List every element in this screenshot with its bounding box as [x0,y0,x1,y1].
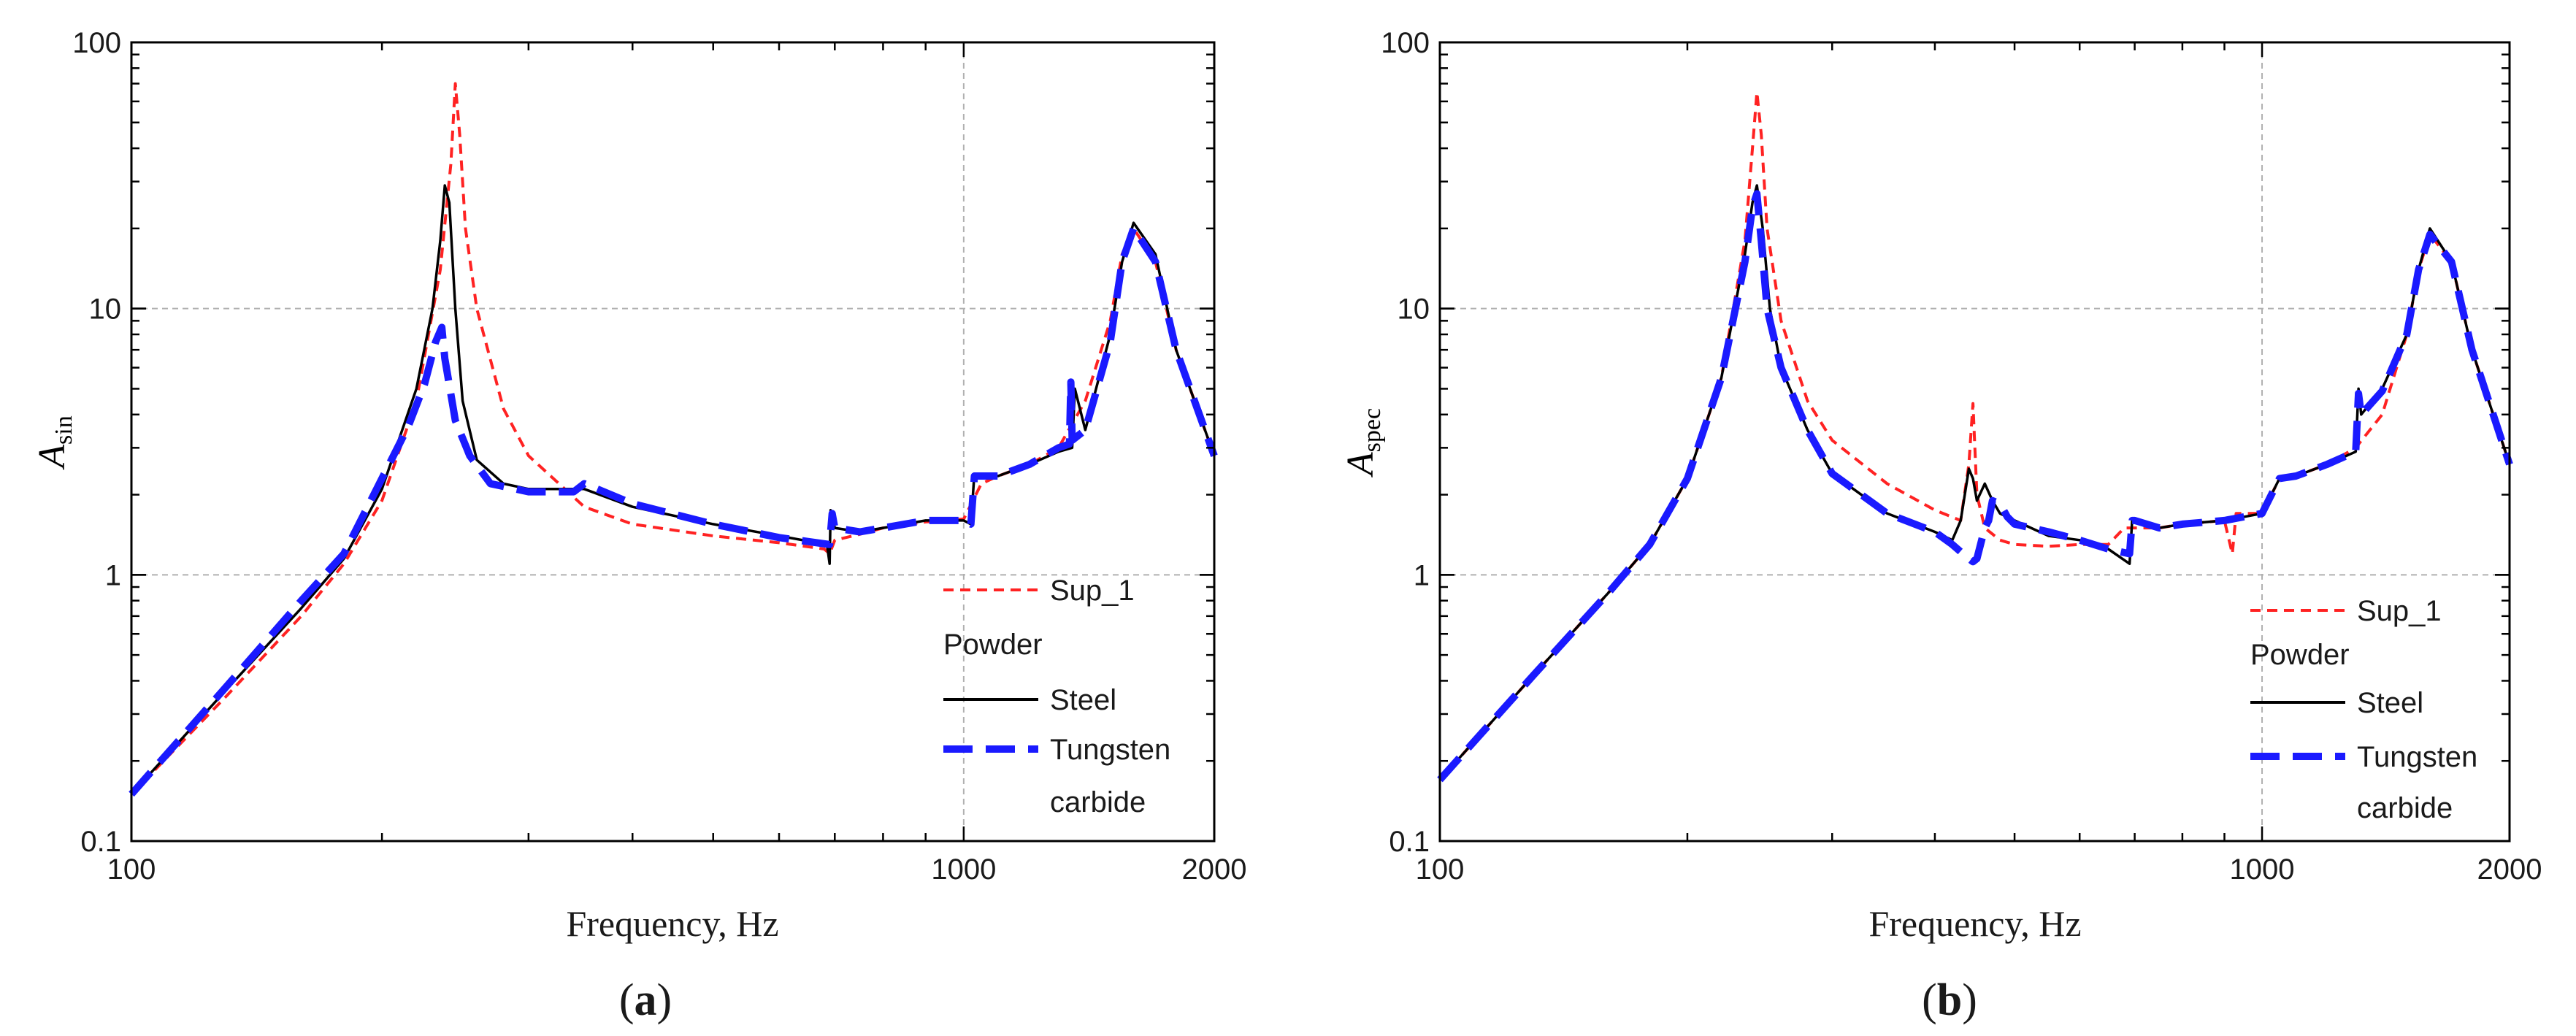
panel-label-close-b: ) [1962,975,1977,1025]
grid-b [1440,42,2510,841]
x-tick-label-a: 1000 [931,853,996,886]
panel-label-open-a: ( [619,975,635,1025]
series-b-steel [1438,184,2511,781]
legend-b-group-label: Powder [2250,639,2350,671]
legend-a-steel-label: Steel [1050,684,1116,716]
plot-frame-b [1438,41,2511,843]
series-b-sup-1 [1438,91,2511,781]
y-tick-label-b: 0.1 [1389,826,1430,858]
panel-label-b: (b) [1922,975,1977,1025]
panel-label-open-b: ( [1922,975,1937,1025]
y-axis-title-sub-b: spec [1359,408,1386,452]
y-tick-label-a: 100 [72,27,121,59]
x-tick-label-a: 100 [107,853,156,886]
panel-label-a: (a) [619,975,672,1025]
y-axis-title-b: Aspec [1340,408,1386,477]
panel-label-letter-b: b [1937,975,1962,1025]
y-tick-label-a: 1 [105,559,121,591]
y-axis-title-a: Asin [31,415,77,469]
legend-a-sup-label: Sup_1 [1050,575,1135,607]
panel-b: 100 1000 2000 0.1 1 10 100 Frequency, Hz Aspec… [1340,27,2542,1025]
x-axis-title-a: Frequency, Hz [566,903,778,944]
legend-a-tungsten-label-2: carbide [1050,786,1146,818]
ticks-a [130,41,1216,843]
series-b [1437,91,2513,783]
legend-b-tungsten-label-1: Tungsten [2357,741,2477,773]
x-tick-label-a: 2000 [1182,853,1247,886]
legend-b-steel-label: Steel [2357,687,2423,719]
y-tick-label-a: 10 [89,293,122,326]
series-b-tungsten-carbide [1437,190,2513,783]
legend-a: Sup_1 Powder Steel Tungsten carbide [943,575,1170,818]
tick-labels-a: 100 1000 2000 0.1 1 10 100 [72,27,1246,886]
x-tick-label-b: 1000 [2230,853,2295,886]
series-a-tungsten-carbide [129,224,1218,797]
x-tick-label-b: 100 [1416,853,1465,886]
legend-a-group-label: Powder [943,629,1043,661]
series-a-steel [130,184,1216,795]
series-a [129,82,1218,797]
legend-b-tungsten-label-2: carbide [2357,792,2453,824]
panel-label-close-a: ) [657,975,672,1025]
plot-frame-a [130,41,1216,843]
y-tick-label-b: 1 [1414,559,1430,591]
legend-a-tungsten-label-1: Tungsten [1050,734,1170,766]
x-tick-label-b: 2000 [2477,853,2542,886]
y-axis-title-main-a: A [31,445,73,470]
legend-b: Sup_1 Powder Steel Tungsten carbide [2250,595,2477,824]
ticks-b [1438,41,2511,843]
tick-labels-b: 100 1000 2000 0.1 1 10 100 [1381,27,2542,886]
legend-b-sup-label: Sup_1 [2357,595,2442,627]
y-tick-label-b: 10 [1398,293,1430,326]
grid-a [131,42,1214,841]
panel-label-letter-a: a [635,975,657,1025]
y-tick-label-b: 100 [1381,27,1430,59]
y-axis-title-main-b: A [1340,452,1381,477]
y-tick-label-a: 0.1 [80,826,121,858]
y-axis-title-sub-a: sin [50,415,77,445]
x-axis-title-b: Frequency, Hz [1868,903,2081,944]
